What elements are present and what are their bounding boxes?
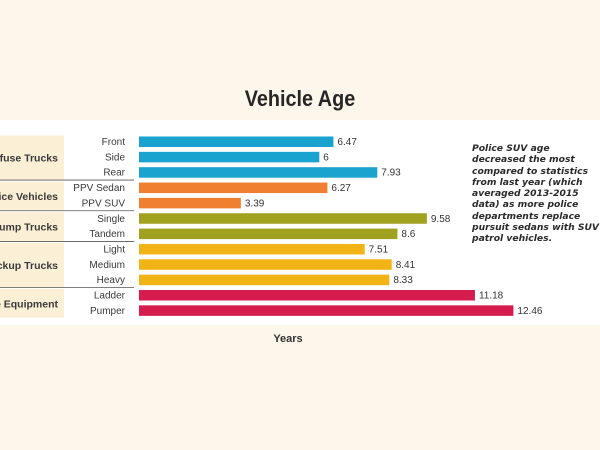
value-label: 8.41 [396, 260, 416, 271]
group-label-box [0, 289, 64, 318]
bar [139, 213, 427, 224]
value-label: 6.47 [337, 137, 357, 148]
category-label: Side [105, 152, 125, 163]
category-label: Tandem [89, 229, 125, 240]
category-label: Front [102, 137, 126, 148]
category-label: Light [103, 244, 125, 255]
value-label: 7.51 [369, 244, 389, 255]
value-label: 11.18 [479, 291, 504, 302]
bar [139, 259, 392, 270]
bar [139, 274, 390, 286]
group-label-box [0, 212, 64, 241]
value-label: 12.46 [517, 306, 542, 317]
value-label: 9.58 [431, 214, 451, 225]
bar [139, 182, 328, 194]
category-label: PPV SUV [82, 198, 126, 209]
category-label: Ladder [94, 291, 126, 302]
category-label: PPV Sedan [73, 183, 125, 194]
category-label: Pumper [90, 306, 126, 317]
group-label: fuse Trucks [0, 153, 58, 165]
category-label: Medium [89, 260, 125, 271]
category-label: Rear [103, 168, 125, 179]
value-label: 6 [323, 152, 329, 163]
bar [139, 243, 365, 255]
bar [139, 305, 514, 316]
x-axis-label: Years [273, 333, 303, 345]
value-label: 3.39 [245, 198, 265, 209]
chart-annotation: Police SUV age decreased the most compar… [472, 143, 600, 245]
bar [139, 151, 320, 163]
bar [139, 197, 241, 209]
value-label: 7.93 [381, 168, 401, 179]
group-label-box [0, 242, 64, 287]
group-label: ump Trucks [0, 222, 58, 234]
group-label-box [0, 135, 64, 180]
bar [139, 136, 334, 147]
value-label: 6.27 [331, 183, 351, 194]
group-label-box [0, 181, 64, 211]
bar [139, 228, 398, 240]
group-label: ice Vehicles [0, 191, 58, 203]
bar [139, 167, 378, 178]
group-label: e Equipment [0, 298, 58, 310]
chart-title: Vehicle Age [244, 86, 356, 111]
value-label: 8.33 [393, 275, 413, 286]
category-label: Single [97, 214, 125, 225]
category-label: Heavy [97, 275, 125, 286]
value-label: 8.6 [401, 229, 415, 240]
bar [139, 290, 475, 301]
group-label: ckup Trucks [0, 260, 58, 272]
